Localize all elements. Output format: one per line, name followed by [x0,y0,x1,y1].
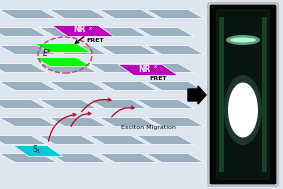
Ellipse shape [228,83,258,138]
Text: $x$: $x$ [88,25,93,32]
Polygon shape [49,46,107,54]
Polygon shape [136,136,194,145]
Text: FRET: FRET [86,37,104,43]
Polygon shape [89,136,147,145]
Polygon shape [34,43,92,53]
Polygon shape [136,28,194,36]
Polygon shape [136,64,194,73]
Polygon shape [146,81,204,91]
Polygon shape [49,9,107,19]
Polygon shape [0,153,57,163]
FancyBboxPatch shape [209,5,276,184]
Polygon shape [13,146,63,156]
Ellipse shape [224,75,262,145]
Polygon shape [146,153,204,163]
FancyBboxPatch shape [208,3,278,186]
Polygon shape [99,153,157,163]
Polygon shape [89,28,147,36]
Polygon shape [0,136,47,145]
Text: NR: NR [138,64,150,74]
Polygon shape [146,118,204,126]
Text: E*: E* [43,50,52,59]
Polygon shape [118,64,178,75]
Polygon shape [99,118,157,126]
FancyArrow shape [188,86,206,104]
Text: S$_1$: S$_1$ [32,144,42,156]
Polygon shape [0,81,57,91]
Text: Exciton Migration: Exciton Migration [121,125,175,129]
Polygon shape [39,28,97,36]
FancyBboxPatch shape [219,17,224,172]
Polygon shape [0,28,47,36]
Polygon shape [49,153,107,163]
Polygon shape [99,46,157,54]
Polygon shape [0,99,47,108]
Polygon shape [39,99,97,108]
Polygon shape [39,64,97,73]
Polygon shape [136,99,194,108]
FancyBboxPatch shape [217,10,269,179]
Text: $x$: $x$ [153,64,158,70]
Text: NR: NR [73,26,85,35]
Polygon shape [89,64,147,73]
Polygon shape [0,118,57,126]
Ellipse shape [230,37,256,43]
Polygon shape [146,46,204,54]
Polygon shape [39,136,97,145]
Polygon shape [99,81,157,91]
Polygon shape [0,9,57,19]
Polygon shape [99,9,157,19]
Polygon shape [146,9,204,19]
Polygon shape [34,57,92,67]
Ellipse shape [226,35,260,45]
Polygon shape [0,46,57,54]
Polygon shape [49,81,107,91]
Text: FRET: FRET [149,77,167,81]
Polygon shape [89,99,147,108]
FancyBboxPatch shape [262,17,267,172]
Polygon shape [49,118,107,126]
Polygon shape [52,26,114,36]
Polygon shape [0,64,47,73]
